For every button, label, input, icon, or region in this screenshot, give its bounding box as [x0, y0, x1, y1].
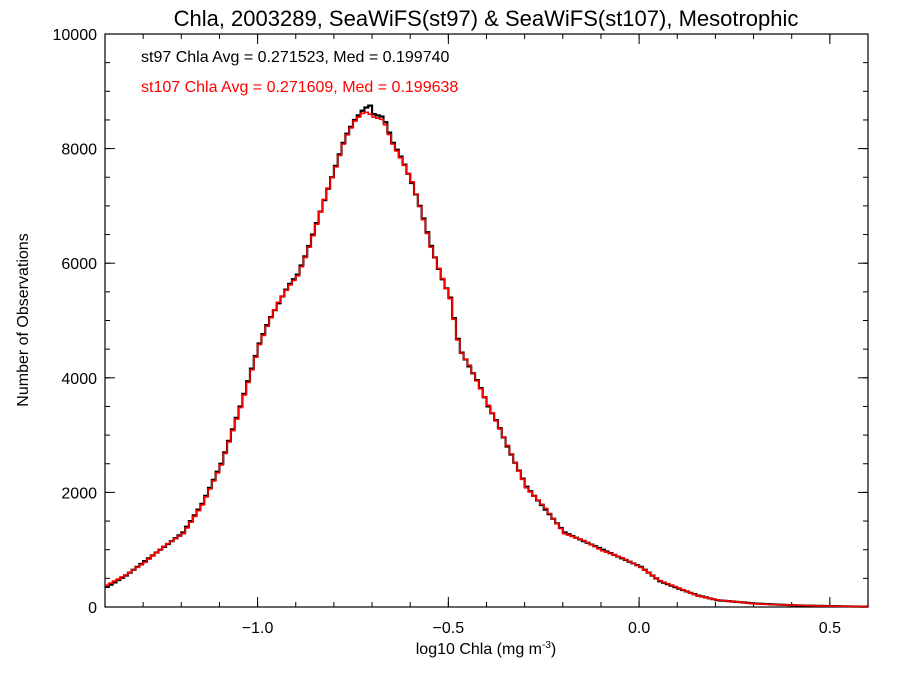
chart-title: Chla, 2003289, SeaWiFS(st97) & SeaWiFS(s… [174, 6, 799, 31]
series-layer [105, 104, 870, 608]
x-axis-label-main: log10 Chla (mg m [416, 641, 542, 658]
x-tick-label: 0.5 [819, 620, 841, 637]
y-axis-label: Number of Observations [15, 233, 32, 406]
x-axis-label-close: ) [551, 641, 556, 658]
y-tick-label: 6000 [61, 256, 97, 273]
annotation-st97: st97 Chla Avg = 0.271523, Med = 0.199740 [141, 49, 449, 66]
x-axis-ticks: −1.0 −0.5 0.0 0.5 [104, 34, 869, 637]
x-tick-label: −0.5 [433, 620, 465, 637]
y-tick-label: 10000 [53, 27, 98, 44]
x-axis-label: log10 Chla (mg m-3) [416, 640, 557, 658]
plot-frame [104, 33, 869, 608]
y-tick-label: 4000 [61, 371, 97, 388]
y-tick-label: 0 [88, 600, 97, 617]
y-axis-ticks: 0 2000 4000 6000 8000 10000 [53, 27, 868, 617]
x-axis-label-superscript: -3 [542, 640, 551, 651]
series-line-st97 [105, 104, 870, 608]
x-tick-label: −1.0 [242, 620, 274, 637]
x-tick-label: 0.0 [628, 620, 650, 637]
y-tick-label: 2000 [61, 485, 97, 502]
series-line-st107 [105, 111, 869, 608]
y-tick-label: 8000 [61, 142, 97, 159]
annotation-st107: st107 Chla Avg = 0.271609, Med = 0.19963… [141, 79, 458, 96]
